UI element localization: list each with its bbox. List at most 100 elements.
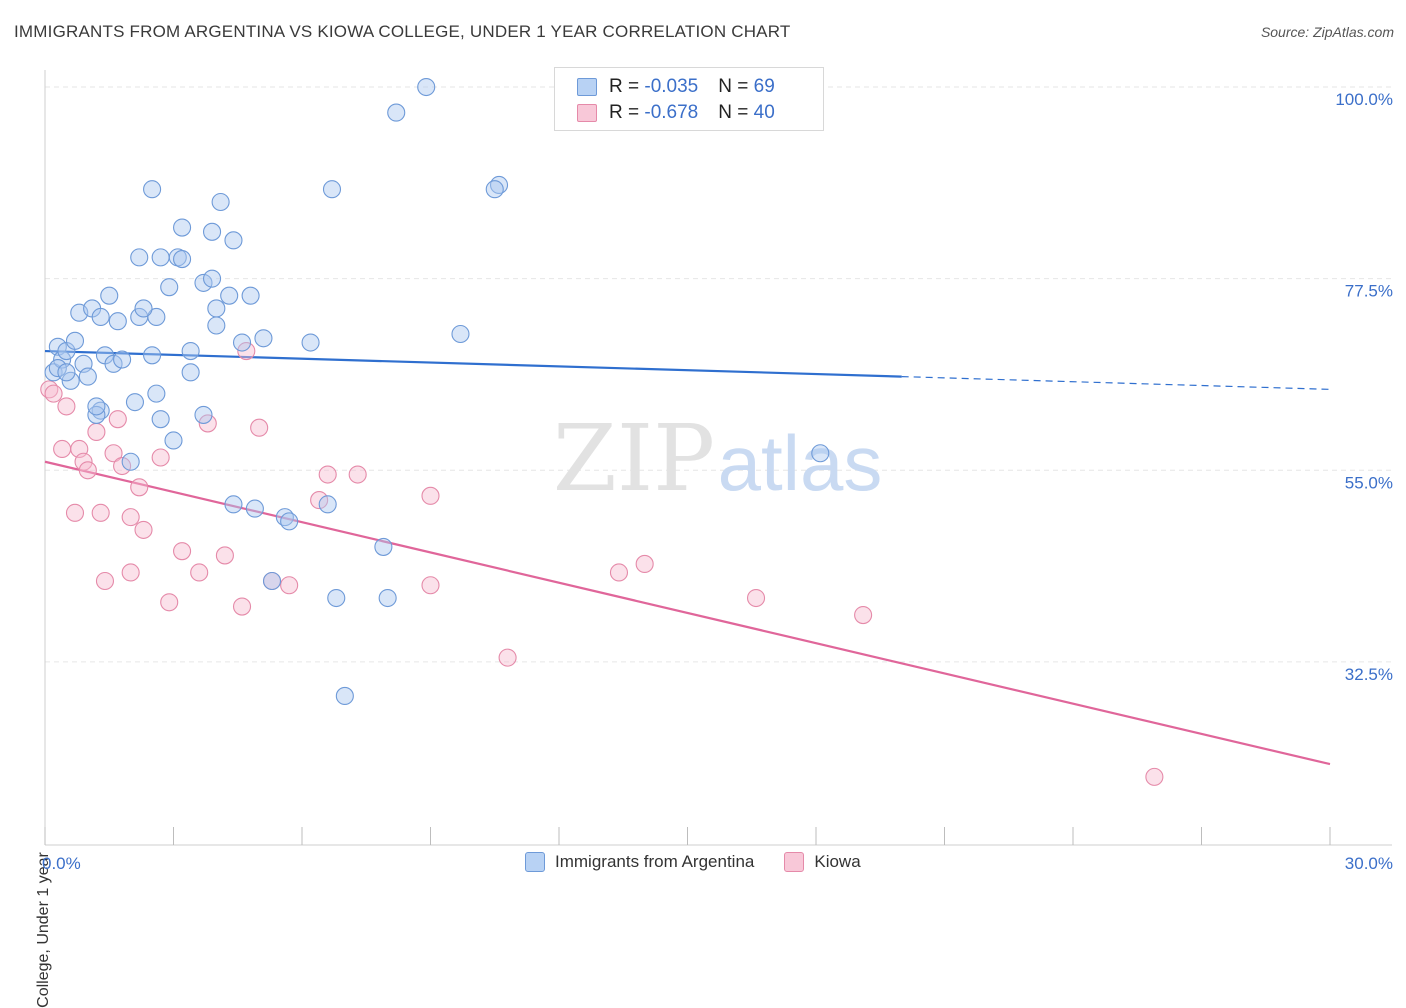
point-argentina [173, 250, 192, 269]
point-argentina [280, 512, 299, 531]
source-label: Source: ZipAtlas.com [1260, 24, 1394, 40]
y-tick-label: 55.0% [1345, 473, 1393, 492]
watermark-zip: ZIP [553, 405, 715, 512]
blue-swatch [577, 78, 597, 96]
point-kiowa [53, 439, 72, 459]
point-argentina [327, 588, 346, 608]
point-argentina [160, 278, 179, 297]
zipatlas-watermark: ZIP atlas [553, 405, 882, 512]
correlation-legend: R = -0.035 N = 69 R = -0.678 N = 40 [554, 67, 824, 131]
point-argentina [335, 686, 354, 706]
point-kiowa [421, 576, 440, 595]
point-kiowa [280, 576, 299, 595]
point-argentina [451, 324, 470, 344]
point-argentina [147, 384, 166, 403]
point-kiowa [57, 397, 76, 416]
point-argentina [207, 316, 226, 335]
point-argentina [417, 77, 436, 97]
point-kiowa [421, 486, 440, 505]
point-kiowa [310, 491, 329, 510]
point-kiowa [348, 465, 367, 484]
point-argentina [262, 571, 282, 591]
point-kiowa [190, 563, 209, 582]
point-kiowa [78, 461, 97, 480]
point-argentina [301, 333, 320, 352]
n-label: N = [718, 76, 754, 97]
point-kiowa [237, 341, 256, 361]
point-argentina [194, 273, 213, 292]
trend-line-argentina [44, 349, 902, 378]
point-argentina [104, 354, 123, 373]
point-kiowa [104, 444, 123, 463]
point-kiowa [95, 571, 115, 591]
x-tick-label: 30.0% [1345, 854, 1393, 873]
point-kiowa [134, 520, 153, 539]
r-label: R = [609, 76, 645, 97]
y-tick-label: 77.5% [1345, 282, 1393, 301]
point-kiowa [74, 452, 93, 471]
legend-swatch-argentina [525, 852, 545, 872]
point-argentina [87, 397, 106, 416]
watermark-atlas: atlas [718, 419, 883, 507]
point-kiowa [609, 563, 629, 582]
point-argentina [232, 333, 252, 352]
point-argentina [254, 329, 273, 348]
point-kiowa [173, 542, 192, 561]
point-argentina [224, 495, 243, 514]
point-argentina [164, 431, 183, 450]
point-argentina [151, 248, 170, 267]
tick-labels: 32.5% 55.0% 77.5% 100.0% 0.0% 30.0% [42, 90, 1393, 873]
point-kiowa [318, 465, 337, 484]
x-tick-label: 0.0% [42, 854, 81, 873]
point-kiowa [498, 648, 517, 667]
point-argentina [108, 312, 127, 331]
trend-line-extension [901, 375, 1331, 390]
point-argentina [125, 393, 144, 412]
point-kiowa [232, 597, 252, 616]
point-argentina [211, 192, 230, 212]
point-argentina [100, 286, 119, 305]
point-kiowa [854, 606, 873, 625]
point-argentina [113, 350, 132, 369]
n-value-argentina: 69 [753, 76, 775, 97]
point-kiowa [130, 478, 149, 497]
point-kiowa [44, 384, 63, 403]
r-label: R = [609, 102, 645, 123]
scatter-chart: ZIP atlas 32.5% 55.0% 77.5% 100.0% 0.0% 30.0% [40, 70, 1393, 873]
legend-label-argentina: Immigrants from Argentina [555, 852, 755, 871]
n-label: N = [718, 102, 754, 123]
point-kiowa [91, 503, 110, 522]
point-argentina [121, 452, 140, 471]
point-kiowa [65, 503, 85, 522]
point-kiowa [87, 422, 106, 442]
r-value-kiowa: -0.678 [644, 102, 699, 123]
point-kiowa [198, 414, 217, 433]
point-kiowa [1145, 767, 1164, 786]
trend-lines [44, 349, 1331, 766]
point-argentina [181, 341, 200, 361]
point-argentina [811, 444, 830, 463]
point-argentina [224, 231, 243, 250]
point-argentina [374, 537, 393, 556]
pink-swatch [577, 104, 597, 122]
point-argentina [147, 307, 166, 327]
point-argentina [220, 286, 239, 305]
trend-line-kiowa [44, 460, 1331, 766]
point-argentina [48, 359, 67, 378]
point-argentina [91, 307, 110, 327]
data-points [40, 77, 1164, 786]
chart-title: IMMIGRANTS FROM ARGENTINA VS KIOWA COLLE… [14, 22, 791, 41]
legend-label-kiowa: Kiowa [814, 852, 861, 871]
point-argentina [207, 299, 226, 318]
grid-lines [45, 86, 1392, 663]
point-argentina [143, 180, 162, 199]
point-argentina [173, 218, 192, 237]
point-argentina [65, 331, 85, 350]
point-argentina [61, 371, 80, 390]
point-kiowa [113, 456, 132, 476]
point-argentina [57, 363, 76, 382]
point-kiowa [121, 508, 140, 527]
legend-swatch-kiowa [784, 852, 805, 872]
point-argentina [130, 248, 149, 267]
point-argentina [203, 222, 222, 241]
